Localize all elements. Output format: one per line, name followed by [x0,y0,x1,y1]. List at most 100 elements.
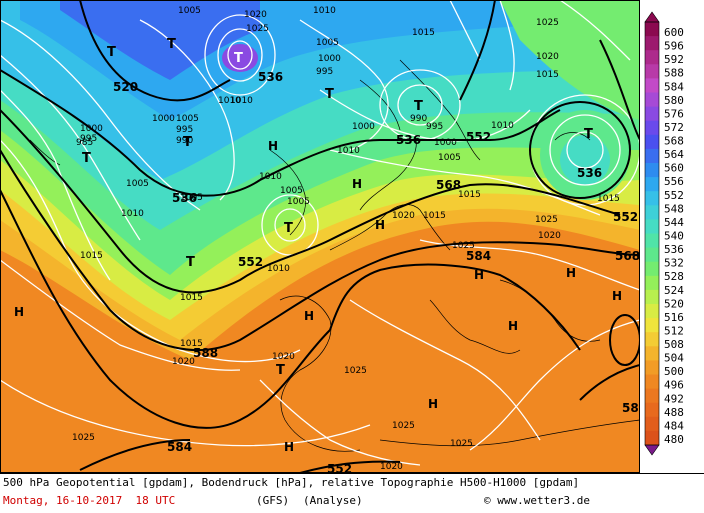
low-marker: T [325,87,334,102]
legend-swatch [645,318,659,333]
pressure-label: 995 [426,122,443,132]
legend-swatch [645,275,659,291]
geo-label: 536 [577,166,602,180]
legend-value: 500 [664,365,684,378]
legend-value: 520 [664,297,684,310]
legend-swatch [645,64,659,79]
pressure-label: 1010 [313,6,336,16]
pressure-label: 1020 [172,357,195,367]
high-marker: H [508,319,518,333]
pressure-label: 1005 [287,197,310,207]
legend-value: 508 [664,338,684,351]
legend-swatch [645,36,659,51]
pressure-label: 1010 [267,264,290,274]
footer-description: 500 hPa Geopotential [gpdam], Bodendruck… [3,476,580,489]
legend-value: 524 [664,284,684,297]
geo-label: 536 [396,133,421,147]
legend-value: 572 [664,121,684,134]
legend-swatch [645,205,659,220]
legend-value: 568 [664,135,684,148]
legend-swatch [645,247,659,263]
legend-value: 584 [664,80,684,93]
legend-value: 488 [664,406,684,419]
footer-date: Montag, 16-10-2017 18 UTC [3,494,176,507]
pressure-label: 1000 [434,138,457,148]
legend-value: 532 [664,257,684,270]
high-marker: H [14,305,24,319]
pressure-label: 1025 [392,421,415,431]
geo-label: 588 [193,346,218,360]
geo-label: 584 [622,401,640,415]
pressure-label: 1005 [126,179,149,189]
low-marker: T [186,255,195,270]
legend-value: 596 [664,40,684,53]
low-marker: T [284,221,293,236]
legend-swatch [645,148,659,164]
legend-swatch [645,289,659,305]
geopotential-contours [0,0,640,473]
legend-swatch [645,332,659,347]
geo-height-labels: 520 536 536 536 552 552 552 568 568 584 … [113,70,640,473]
legend-swatch [645,219,659,234]
legend-top-arrow [644,11,660,23]
legend-bottom-arrow [644,444,660,456]
geo-label: 536 [172,191,197,205]
legend-swatch [645,346,659,361]
legend-swatch [645,134,659,150]
high-marker: H [474,268,484,282]
low-marker: T [276,363,285,378]
footer-analysis: (Analyse) [303,494,363,507]
pressure-label: 1005 [438,153,461,163]
legend-value: 492 [664,392,684,405]
geo-label: 568 [436,178,461,192]
pressure-label: 1025 [450,439,473,449]
geo-label: 536 [258,70,283,84]
legend-value: 564 [664,148,684,161]
low-marker: T [167,37,176,52]
legend-value: 556 [664,175,684,188]
legend-swatch [645,416,659,432]
pressure-label: 1015 [536,70,559,80]
legend-value: 480 [664,433,684,446]
pressure-label: 1025 [452,241,475,251]
legend-swatch [645,374,659,390]
pressure-label: 990 [176,136,193,146]
low-marker: T [183,135,192,150]
legend-value: 588 [664,67,684,80]
pressure-label: 1000 [318,54,341,64]
legend-value: 552 [664,189,684,202]
legend-value: 540 [664,230,684,243]
pressure-label: 1010 [337,146,360,156]
pressure-label: 1025 [536,18,559,28]
pressure-label: 1000 [352,122,375,132]
pressure-label: 1015 [80,251,103,261]
geo-label: 552 [327,462,352,473]
low-marker: T [234,51,243,66]
pressure-label: 990 [410,114,427,124]
legend-bar [644,11,660,456]
legend-swatch [645,78,659,93]
pressure-label: 1005 [180,193,203,203]
low-markers-extra: T T [186,255,285,378]
high-marker: H [566,266,576,280]
legend-labels: 6005965925885845805765725685645605565525… [664,26,684,446]
pressure-label: 995 [80,134,97,144]
legend-swatch [645,106,659,122]
geo-label: 552 [238,255,263,269]
legend-value: 544 [664,216,684,229]
footer-credit-link[interactable]: © www.wetter3.de [484,494,590,507]
pressure-label: 1015 [180,339,203,349]
pressure-label: 1020 [536,52,559,62]
legend-value: 516 [664,311,684,324]
legend-swatch [645,360,659,375]
pressure-labels: 1005 1020 1025 1010 1005 1000 995 1010 1… [72,6,620,472]
legend-value: 536 [664,243,684,256]
legend-value: 580 [664,94,684,107]
high-marker: H [268,139,278,153]
pressure-label: 1020 [244,10,267,20]
pressure-label: 1000 [80,124,103,134]
legend-swatch [645,22,659,37]
pressure-label: 1005 [316,38,339,48]
high-marker: H [612,289,622,303]
geo-label: 552 [466,130,491,144]
